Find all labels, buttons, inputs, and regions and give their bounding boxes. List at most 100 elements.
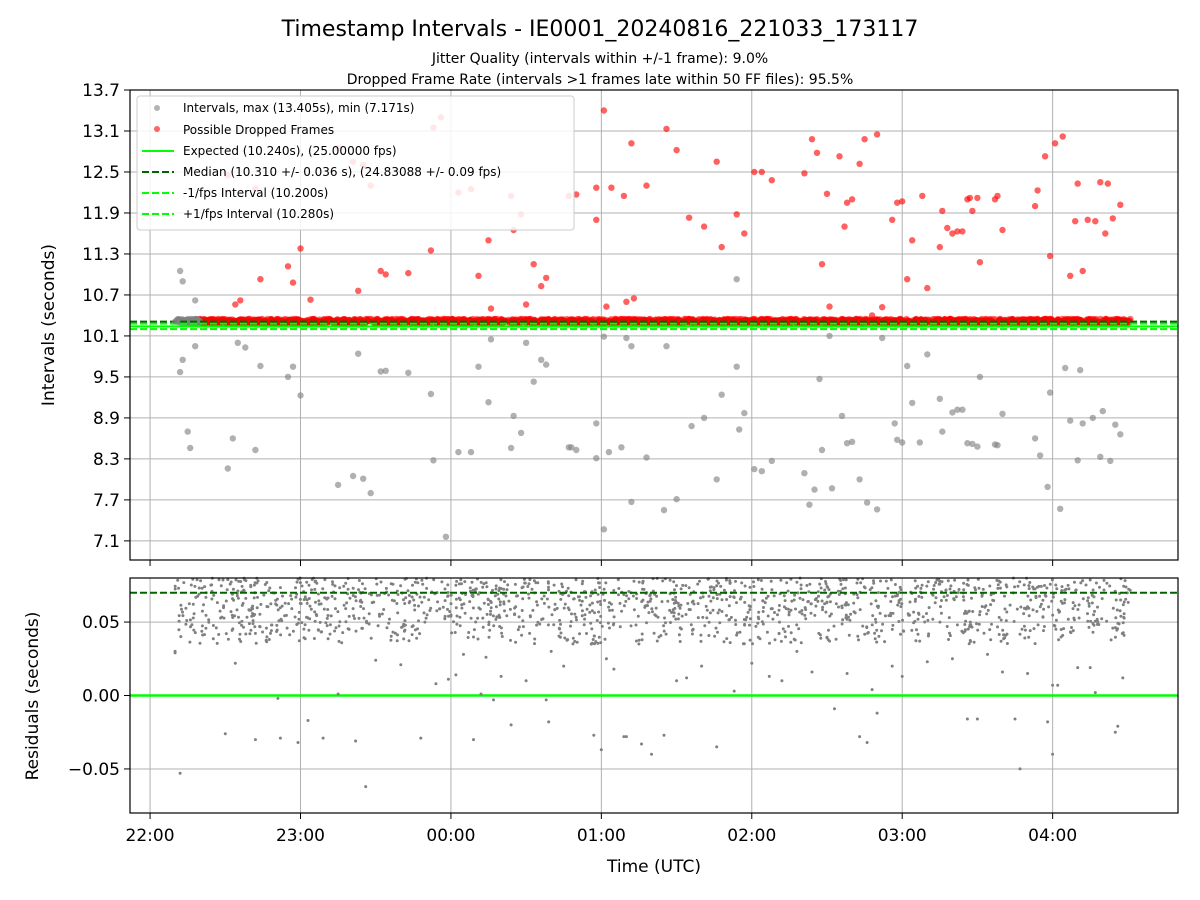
- residual-cluster-dot: [778, 620, 781, 624]
- residual-cluster-dot: [847, 615, 850, 619]
- residual-cluster-dot: [728, 595, 732, 599]
- residual-cluster-dot: [317, 599, 321, 603]
- residual-cluster-dot: [872, 581, 876, 585]
- residual-cluster-dot: [880, 629, 883, 633]
- residual-cluster-dot: [329, 614, 333, 618]
- residual-cluster-dot: [500, 631, 504, 635]
- residual-cluster-dot: [521, 597, 525, 601]
- residual-cluster-dot: [999, 618, 1003, 622]
- residual-point: [624, 735, 628, 739]
- residual-cluster-dot: [728, 641, 732, 645]
- residual-cluster-dot: [916, 632, 920, 636]
- residual-cluster-dot: [678, 626, 682, 630]
- residuals-x-ticks: 22:00 23:00 00:00 01:00 02:00 03:00 04:00: [126, 813, 1077, 846]
- residual-cluster-dot: [354, 629, 358, 633]
- residual-cluster-dot: [699, 633, 703, 637]
- residual-cluster-dot: [314, 613, 318, 616]
- residual-cluster-dot: [1077, 616, 1081, 620]
- residual-cluster-dot: [735, 633, 739, 637]
- residual-cluster-dot: [377, 612, 381, 616]
- dropped-cluster-dot: [660, 319, 668, 326]
- residual-cluster-dot: [1039, 584, 1043, 588]
- residual-cluster-dot: [653, 613, 657, 617]
- residual-cluster-dot: [558, 635, 562, 639]
- residual-cluster-dot: [1003, 607, 1007, 611]
- residual-cluster-dot: [845, 617, 849, 621]
- residual-cluster-dot: [1022, 583, 1026, 587]
- residual-cluster-dot: [1005, 585, 1009, 589]
- residual-cluster-dot: [576, 595, 580, 599]
- residual-cluster-dot: [857, 638, 860, 642]
- residual-cluster-dot: [873, 631, 877, 635]
- residual-cluster-dot: [770, 607, 774, 611]
- residual-cluster-dot: [367, 612, 371, 616]
- residual-cluster-dot: [1111, 626, 1115, 630]
- residual-cluster-dot: [198, 641, 202, 645]
- residual-cluster-dot: [313, 580, 317, 584]
- residual-cluster-dot: [307, 583, 311, 587]
- residual-cluster-dot: [184, 606, 188, 610]
- interval-point: [643, 454, 650, 461]
- residual-cluster-dot: [664, 632, 668, 636]
- residual-cluster-dot: [326, 637, 330, 641]
- residual-cluster-dot: [748, 608, 752, 612]
- residual-cluster-dot: [474, 620, 478, 624]
- dropped-frame-point: [823, 190, 831, 197]
- dropped-frame-point: [879, 304, 886, 311]
- residual-cluster-dot: [197, 586, 201, 590]
- residual-cluster-dot: [960, 629, 964, 633]
- interval-point: [936, 395, 943, 402]
- residual-cluster-dot: [406, 589, 410, 593]
- residual-cluster-dot: [252, 596, 256, 600]
- residual-cluster-dot: [743, 584, 747, 588]
- residual-cluster-dot: [458, 598, 462, 602]
- residual-cluster-dot: [566, 638, 570, 642]
- residual-cluster-dot: [588, 603, 592, 607]
- residual-point: [1076, 666, 1080, 670]
- residual-cluster-dot: [996, 583, 1000, 587]
- residual-cluster-dot: [631, 594, 635, 598]
- residual-cluster-dot: [309, 607, 313, 611]
- residual-cluster-dot: [303, 597, 307, 601]
- residual-cluster-dot: [927, 606, 931, 610]
- residual-cluster-dot: [701, 595, 705, 599]
- residual-cluster-dot: [754, 624, 758, 628]
- residual-cluster-dot: [786, 589, 790, 593]
- residual-cluster-dot: [247, 608, 251, 612]
- interval-point: [806, 501, 813, 508]
- residual-cluster-dot: [839, 582, 843, 586]
- residual-cluster-dot: [842, 578, 845, 582]
- residual-cluster-dot: [580, 582, 584, 586]
- residual-cluster-dot: [931, 593, 935, 597]
- residual-cluster-dot: [211, 637, 215, 641]
- residual-cluster-dot: [901, 618, 904, 622]
- residual-cluster-dot: [813, 613, 817, 617]
- residual-cluster-dot: [933, 601, 937, 605]
- residual-cluster-dot: [696, 602, 700, 606]
- residual-cluster-dot: [1089, 619, 1093, 623]
- residual-cluster-dot: [910, 628, 914, 632]
- residual-cluster-dot: [1090, 593, 1094, 597]
- residual-cluster-dot: [729, 615, 733, 619]
- residual-cluster-dot: [527, 596, 531, 600]
- residual-cluster-dot: [1028, 581, 1032, 584]
- residual-cluster-dot: [827, 588, 831, 592]
- dropped-frame-point: [813, 149, 821, 156]
- interval-point: [899, 439, 906, 446]
- residual-cluster-dot: [389, 638, 393, 642]
- residual-cluster-dot: [783, 630, 787, 634]
- residual-point: [223, 732, 227, 736]
- residual-cluster-dot: [181, 614, 185, 618]
- residual-cluster-dot: [476, 637, 480, 641]
- residual-cluster-dot: [236, 596, 240, 600]
- residual-cluster-dot: [212, 593, 216, 597]
- residual-cluster-dot: [393, 631, 397, 635]
- dropped-frame-point: [530, 261, 537, 268]
- residual-cluster-dot: [1042, 625, 1046, 628]
- intervals-plot-frame: [129, 89, 1179, 561]
- residual-cluster-dot: [716, 611, 720, 615]
- residual-cluster-dot: [425, 613, 429, 617]
- residual-cluster-dot: [323, 578, 327, 582]
- residual-cluster-dot: [597, 610, 601, 614]
- residual-cluster-dot: [322, 607, 326, 611]
